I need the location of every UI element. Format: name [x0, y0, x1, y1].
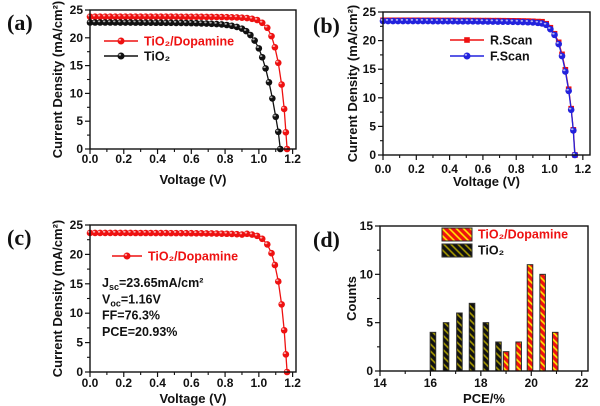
- svg-text:0: 0: [76, 142, 83, 156]
- svg-text:1.2: 1.2: [574, 162, 591, 176]
- panel-a-jv-comparison: (a) 0.0 0.2 0.4 0.6 0.8 1.0 1.2 0 5 10 15 20 25 Volta…: [0, 0, 301, 203]
- svg-text:TiO₂: TiO₂: [478, 244, 504, 258]
- panel-b-hysteresis-scan: (b) 0.0 0.2 0.4 0.6 0.8 1.0 1.2 0 5 10 15 20 25 Volta…: [300, 0, 600, 203]
- panel-a-letter: (a): [7, 10, 33, 35]
- svg-text:Voltage (V): Voltage (V): [160, 391, 227, 406]
- svg-text:0: 0: [366, 364, 373, 378]
- svg-text:Voltage (V): Voltage (V): [453, 174, 520, 189]
- panel-b-letter: (b): [313, 13, 340, 38]
- svg-text:0.4: 0.4: [149, 376, 166, 390]
- svg-text:10: 10: [360, 267, 374, 281]
- svg-text:0: 0: [369, 148, 376, 162]
- svg-text:0.2: 0.2: [115, 376, 132, 390]
- svg-text:TiO₂/Dopamine: TiO₂/Dopamine: [478, 228, 568, 242]
- svg-text:PCE/%: PCE/%: [463, 391, 505, 406]
- svg-text:20: 20: [70, 247, 84, 261]
- panel-d-pce-histogram: (d) 14 16 18 20 22 0 5 10 15 PCE/% Counts TiO₂/Dopa…: [300, 203, 600, 406]
- svg-text:TiO₂: TiO₂: [144, 50, 170, 64]
- svg-text:Counts: Counts: [344, 276, 359, 321]
- svg-text:0: 0: [76, 365, 83, 379]
- panel-c-letter: (c): [7, 225, 32, 250]
- svg-text:25: 25: [70, 3, 84, 17]
- svg-text:15: 15: [360, 219, 374, 233]
- panel-c-champion-device: (c) 0.0 0.2 0.4 0.6 0.8 1.0 1.2 0 5 10 15 20 25 Volta…: [0, 203, 301, 406]
- svg-text:18: 18: [474, 376, 488, 390]
- svg-text:25: 25: [363, 5, 377, 19]
- svg-text:5: 5: [76, 114, 83, 128]
- svg-text:20: 20: [70, 31, 84, 45]
- svg-text:R.Scan: R.Scan: [490, 34, 532, 48]
- svg-text:Current Density (mA/cm²): Current Density (mA/cm²): [345, 5, 360, 162]
- svg-text:0.2: 0.2: [115, 152, 132, 166]
- svg-text:TiO₂/Dopamine: TiO₂/Dopamine: [148, 250, 238, 264]
- svg-text:0.8: 0.8: [508, 162, 525, 176]
- svg-text:0.0: 0.0: [82, 376, 99, 390]
- svg-text:0.0: 0.0: [375, 162, 392, 176]
- svg-text:20: 20: [363, 34, 377, 48]
- svg-text:10: 10: [70, 306, 84, 320]
- svg-text:1.0: 1.0: [541, 162, 558, 176]
- svg-text:10: 10: [70, 86, 84, 100]
- svg-text:Jsc=23.65mA/cm²: Jsc=23.65mA/cm²: [102, 276, 203, 292]
- svg-text:0.8: 0.8: [217, 376, 234, 390]
- svg-text:1.2: 1.2: [284, 152, 301, 166]
- svg-text:0.6: 0.6: [475, 162, 492, 176]
- svg-text:0.4: 0.4: [441, 162, 458, 176]
- svg-text:16: 16: [424, 376, 438, 390]
- svg-text:15: 15: [363, 62, 377, 76]
- svg-text:TiO₂/Dopamine: TiO₂/Dopamine: [144, 35, 234, 49]
- svg-text:Current Density (mA/cm²): Current Density (mA/cm²): [50, 220, 65, 377]
- svg-text:0.2: 0.2: [408, 162, 425, 176]
- svg-text:PCE=20.93%: PCE=20.93%: [102, 325, 177, 339]
- svg-text:5: 5: [366, 316, 373, 330]
- svg-text:0.8: 0.8: [217, 152, 234, 166]
- svg-text:5: 5: [76, 336, 83, 350]
- svg-text:14: 14: [373, 376, 387, 390]
- jv-chart-champion-device-parameters: 0.0 0.2 0.4 0.6 0.8 1.0 1.2 0 5 10 15 20 25 Voltage (…: [50, 218, 301, 406]
- svg-text:22: 22: [575, 376, 589, 390]
- svg-text:25: 25: [70, 218, 84, 232]
- svg-text:0.4: 0.4: [149, 152, 166, 166]
- pce-counts-histogram: 14 16 18 20 22 0 5 10 15 PCE/% Counts TiO₂/Dopamine…: [344, 219, 589, 406]
- svg-text:FF=76.3%: FF=76.3%: [102, 309, 160, 323]
- svg-text:10: 10: [363, 91, 377, 105]
- svg-text:1.0: 1.0: [251, 376, 268, 390]
- svg-text:F.Scan: F.Scan: [490, 50, 530, 64]
- jv-chart-tio2dopamine-vs-tio2: 0.0 0.2 0.4 0.6 0.8 1.0 1.2 0 5 10 15 20 25 Voltage (…: [50, 1, 301, 187]
- svg-text:0.6: 0.6: [183, 152, 200, 166]
- svg-text:0.6: 0.6: [183, 376, 200, 390]
- svg-text:1.2: 1.2: [284, 376, 301, 390]
- svg-text:Voc=1.16V: Voc=1.16V: [102, 292, 161, 308]
- svg-text:1.0: 1.0: [251, 152, 268, 166]
- svg-text:15: 15: [70, 59, 84, 73]
- panel-d-letter: (d): [313, 227, 340, 252]
- svg-text:15: 15: [70, 277, 84, 291]
- svg-text:Voltage (V): Voltage (V): [160, 172, 227, 187]
- svg-text:0.0: 0.0: [82, 152, 99, 166]
- svg-text:5: 5: [369, 119, 376, 133]
- svg-text:Current Density (mA/cm²): Current Density (mA/cm²): [50, 1, 65, 158]
- svg-text:20: 20: [525, 376, 539, 390]
- jv-chart-reverse-vs-forward-scan: 0.0 0.2 0.4 0.6 0.8 1.0 1.2 0 5 10 15 20 25 Voltage (…: [345, 5, 592, 189]
